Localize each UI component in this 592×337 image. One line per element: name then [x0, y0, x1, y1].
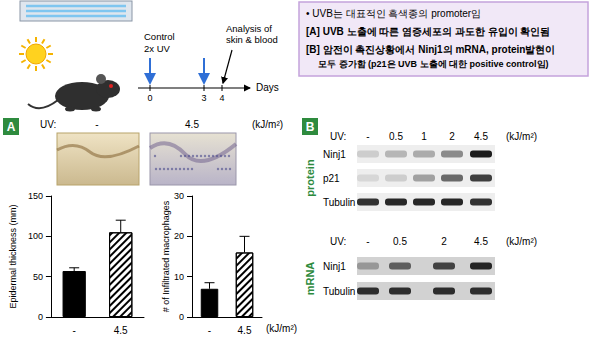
svg-text:150: 150	[28, 191, 43, 201]
svg-text:4.5: 4.5	[238, 325, 252, 336]
svg-text:Analysis of: Analysis of	[226, 23, 272, 34]
svg-text:(kJ/m²): (kJ/m²)	[252, 119, 283, 130]
svg-text:[A] UVB 노출에 따른 염증세포의 과도한 유입이 확: [A] UVB 노출에 따른 염증세포의 과도한 유입이 확인됨	[306, 26, 550, 37]
svg-text:3: 3	[201, 93, 206, 103]
svg-text:-: -	[95, 119, 98, 130]
svg-text:-: -	[366, 236, 369, 247]
svg-text:[B] 암전이 촉진상황에서 Ninj1의 mRNA, pr: [B] 암전이 촉진상황에서 Ninj1의 mRNA, protein발현이	[306, 44, 555, 55]
svg-text:• UVB는 대표적인 흑색종의 promoter임: • UVB는 대표적인 흑색종의 promoter임	[306, 8, 481, 19]
svg-text:Control: Control	[144, 31, 175, 42]
svg-text:1: 1	[421, 131, 427, 142]
svg-text:4.5: 4.5	[474, 131, 488, 142]
svg-text:Days: Days	[256, 82, 279, 93]
svg-text:2x UV: 2x UV	[144, 43, 171, 54]
svg-text:(kJ/m²): (kJ/m²)	[266, 323, 297, 334]
svg-text:4.5: 4.5	[185, 119, 199, 130]
svg-text:Tubulin: Tubulin	[323, 197, 355, 208]
svg-text:50: 50	[33, 272, 43, 282]
svg-text:protein: protein	[304, 159, 316, 197]
svg-text:mRNA: mRNA	[304, 262, 316, 296]
svg-text:0: 0	[38, 312, 43, 322]
svg-text:skin & blood: skin & blood	[226, 34, 278, 45]
svg-text:(kJ/m²): (kJ/m²)	[506, 131, 537, 142]
svg-text:0: 0	[147, 93, 152, 103]
svg-text:4.5: 4.5	[474, 236, 488, 247]
svg-text:2: 2	[449, 131, 455, 142]
svg-text:-: -	[73, 325, 76, 336]
svg-text:100: 100	[28, 231, 43, 241]
svg-text:Ninj1: Ninj1	[323, 149, 346, 160]
svg-text:UV:: UV:	[330, 236, 346, 247]
svg-text:UV:: UV:	[330, 131, 346, 142]
svg-text:(kJ/m²): (kJ/m²)	[506, 236, 537, 247]
svg-text:B: B	[306, 120, 315, 134]
svg-text:0: 0	[179, 312, 184, 322]
svg-text:10: 10	[174, 272, 184, 282]
svg-text:4.5: 4.5	[114, 325, 128, 336]
svg-text:Epidermal thickness (mm): Epidermal thickness (mm)	[8, 204, 18, 308]
svg-text:Ninj1: Ninj1	[323, 261, 346, 272]
svg-text:-: -	[208, 325, 211, 336]
svg-text:A: A	[7, 120, 16, 134]
svg-text:# of Infiltrated macrophages: # of Infiltrated macrophages	[161, 200, 171, 312]
svg-text:p21: p21	[323, 173, 340, 184]
svg-text:0.5: 0.5	[389, 131, 403, 142]
svg-text:20: 20	[174, 231, 184, 241]
svg-text:Tubulin: Tubulin	[323, 286, 355, 297]
svg-text:-: -	[366, 131, 369, 142]
svg-text:0.5: 0.5	[393, 236, 407, 247]
svg-text:30: 30	[174, 191, 184, 201]
svg-text:4: 4	[219, 93, 224, 103]
svg-text:UV:: UV:	[40, 119, 56, 130]
svg-text:2: 2	[441, 236, 447, 247]
svg-text:모두 증가함 (p21은 UVB 노출에 대한 positi: 모두 증가함 (p21은 UVB 노출에 대한 positive control…	[318, 59, 549, 69]
